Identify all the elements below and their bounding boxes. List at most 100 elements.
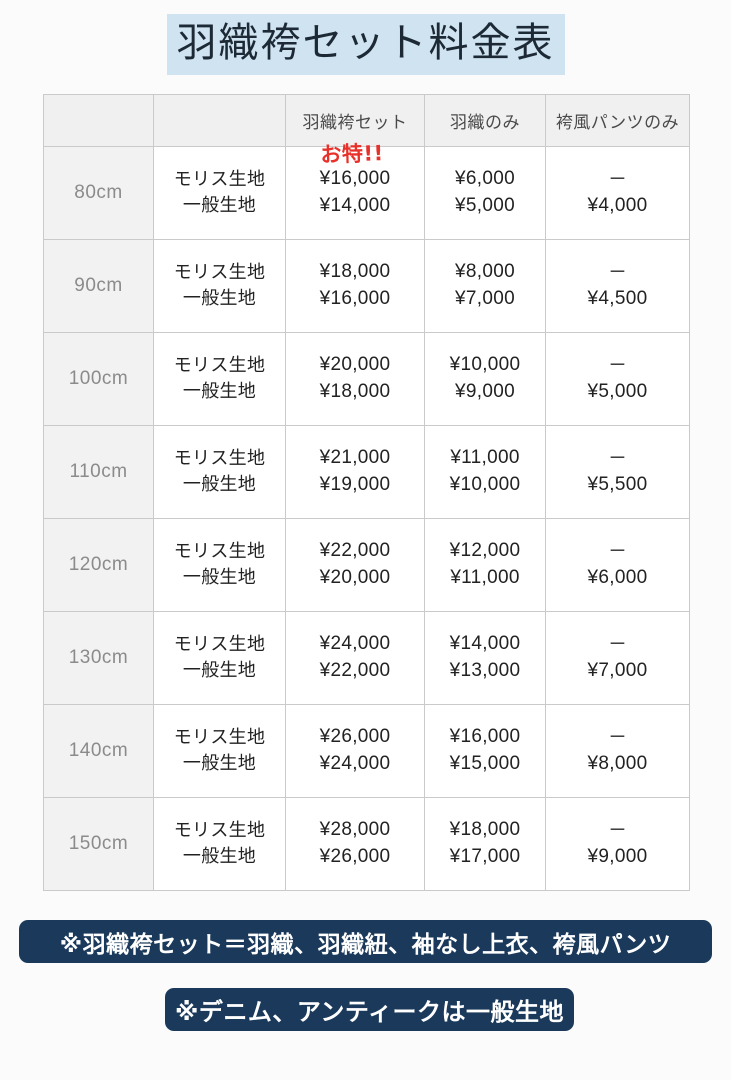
price-haori-morris: ¥18,000: [449, 819, 521, 841]
cell-price-haori: ¥8,000 ¥7,000: [424, 239, 546, 333]
table-row: 110cm モリス生地 一般生地 ¥21,000 ¥19,000 ¥11,000…: [43, 425, 690, 519]
fabric-label-general: 一般生地: [182, 846, 257, 866]
cell-fabric: モリス生地 一般生地: [153, 611, 286, 705]
cell-price-haori: ¥14,000 ¥13,000: [424, 611, 546, 705]
price-set-morris: ¥24,000: [319, 633, 391, 655]
price-haori-morris: ¥8,000: [455, 261, 515, 283]
fabric-label-morris: モリス生地: [173, 355, 266, 376]
price-pants-general: ¥5,500: [587, 474, 648, 495]
table-row: 100cm モリス生地 一般生地 ¥20,000 ¥18,000 ¥10,000…: [43, 332, 690, 426]
price-set-morris: ¥28,000: [319, 819, 391, 841]
fabric-label-morris: モリス生地: [173, 820, 266, 841]
price-pants-general: ¥7,000: [587, 660, 648, 681]
cell-price-set: ¥16,000 ¥14,000: [285, 146, 425, 240]
cell-fabric: モリス生地 一般生地: [153, 425, 286, 519]
cell-price-set: ¥26,000 ¥24,000: [285, 704, 425, 798]
table-header: 羽織袴セット 羽織のみ 袴風パンツのみ: [43, 94, 690, 147]
cell-fabric: モリス生地 一般生地: [153, 332, 286, 426]
price-set-general: ¥16,000: [319, 288, 391, 309]
fabric-label-general: 一般生地: [182, 381, 257, 401]
price-pants-morris: ─: [610, 819, 625, 841]
page-title: 羽織袴セット料金表: [166, 14, 565, 76]
price-set-general: ¥24,000: [319, 753, 391, 774]
price-haori-general: ¥5,000: [455, 195, 515, 216]
cell-fabric: モリス生地 一般生地: [153, 518, 286, 612]
fabric-label-morris: モリス生地: [173, 169, 266, 190]
cell-price-pants: ─ ¥5,000: [545, 332, 690, 426]
price-set-general: ¥19,000: [319, 474, 391, 495]
price-set-morris: ¥22,000: [319, 540, 391, 562]
price-set-morris: ¥20,000: [319, 354, 391, 376]
price-set-morris: ¥18,000: [319, 261, 391, 283]
cell-size: 100cm: [43, 332, 154, 426]
price-haori-morris: ¥10,000: [449, 354, 521, 376]
header-hakama-pants-only: 袴風パンツのみ: [545, 94, 690, 147]
fabric-label-general: 一般生地: [182, 567, 257, 587]
price-haori-morris: ¥16,000: [449, 726, 521, 748]
cell-price-haori: ¥12,000 ¥11,000: [424, 518, 546, 612]
price-set-general: ¥20,000: [319, 567, 391, 588]
cell-price-haori: ¥18,000 ¥17,000: [424, 797, 546, 891]
cell-price-pants: ─ ¥8,000: [545, 704, 690, 798]
page-title-container: 羽織袴セット料金表: [0, 14, 731, 76]
price-pants-morris: ─: [610, 540, 625, 562]
price-haori-general: ¥13,000: [449, 660, 521, 681]
header-haori-only: 羽織のみ: [424, 94, 546, 147]
cell-fabric: モリス生地 一般生地: [153, 239, 286, 333]
cell-price-pants: ─ ¥4,000: [545, 146, 690, 240]
table-row: 150cm モリス生地 一般生地 ¥28,000 ¥26,000 ¥18,000…: [43, 797, 690, 891]
fabric-label-general: 一般生地: [182, 753, 257, 773]
table-body: 80cm モリス生地 一般生地 ¥16,000 ¥14,000 ¥6,000 ¥…: [43, 146, 690, 891]
cell-fabric: モリス生地 一般生地: [153, 704, 286, 798]
price-table: 羽織袴セット 羽織のみ 袴風パンツのみ 80cm モリス生地 一般生地 ¥16,…: [43, 94, 690, 891]
price-haori-general: ¥9,000: [455, 381, 515, 402]
price-pants-general: ¥4,500: [587, 288, 648, 309]
cell-price-haori: ¥10,000 ¥9,000: [424, 332, 546, 426]
table-row: 130cm モリス生地 一般生地 ¥24,000 ¥22,000 ¥14,000…: [43, 611, 690, 705]
fabric-label-morris: モリス生地: [173, 262, 266, 283]
price-haori-morris: ¥6,000: [455, 168, 515, 190]
price-pants-general: ¥5,000: [587, 381, 648, 402]
cell-fabric: モリス生地 一般生地: [153, 797, 286, 891]
price-haori-general: ¥10,000: [449, 474, 521, 495]
price-pants-morris: ─: [610, 447, 625, 469]
cell-price-haori: ¥11,000 ¥10,000: [424, 425, 546, 519]
table-row: 80cm モリス生地 一般生地 ¥16,000 ¥14,000 ¥6,000 ¥…: [43, 146, 690, 240]
price-pants-morris: ─: [610, 261, 625, 283]
cell-price-haori: ¥16,000 ¥15,000: [424, 704, 546, 798]
cell-price-haori: ¥6,000 ¥5,000: [424, 146, 546, 240]
price-pants-morris: ─: [610, 354, 625, 376]
price-pants-general: ¥8,000: [587, 753, 648, 774]
cell-price-pants: ─ ¥9,000: [545, 797, 690, 891]
fabric-label-morris: モリス生地: [173, 448, 266, 469]
note-banner-fabric-exception: ※デニム、アンティークは一般生地: [165, 988, 574, 1031]
cell-price-pants: ─ ¥6,000: [545, 518, 690, 612]
header-fabric-blank: [153, 94, 286, 147]
price-pants-general: ¥4,000: [587, 195, 648, 216]
cell-price-set: ¥20,000 ¥18,000: [285, 332, 425, 426]
price-pants-morris: ─: [610, 168, 625, 190]
price-set-morris: ¥26,000: [319, 726, 391, 748]
price-pants-morris: ─: [610, 633, 625, 655]
cell-price-pants: ─ ¥5,500: [545, 425, 690, 519]
cell-price-set: ¥18,000 ¥16,000: [285, 239, 425, 333]
price-haori-morris: ¥14,000: [449, 633, 521, 655]
price-set-general: ¥26,000: [319, 846, 391, 867]
fabric-label-general: 一般生地: [182, 474, 257, 494]
fabric-label-general: 一般生地: [182, 288, 257, 308]
fabric-label-morris: モリス生地: [173, 634, 266, 655]
fabric-label-general: 一般生地: [182, 195, 257, 215]
cell-size: 110cm: [43, 425, 154, 519]
cell-size: 130cm: [43, 611, 154, 705]
header-haori-hakama-set: 羽織袴セット: [285, 94, 425, 147]
fabric-label-morris: モリス生地: [173, 727, 266, 748]
table-row: 120cm モリス生地 一般生地 ¥22,000 ¥20,000 ¥12,000…: [43, 518, 690, 612]
price-set-morris: ¥16,000: [319, 168, 391, 190]
table-row: 140cm モリス生地 一般生地 ¥26,000 ¥24,000 ¥16,000…: [43, 704, 690, 798]
price-pants-general: ¥9,000: [587, 846, 648, 867]
cell-price-set: ¥28,000 ¥26,000: [285, 797, 425, 891]
cell-price-pants: ─ ¥7,000: [545, 611, 690, 705]
price-haori-morris: ¥11,000: [450, 447, 520, 469]
price-set-general: ¥22,000: [319, 660, 391, 681]
price-set-general: ¥18,000: [319, 381, 391, 402]
